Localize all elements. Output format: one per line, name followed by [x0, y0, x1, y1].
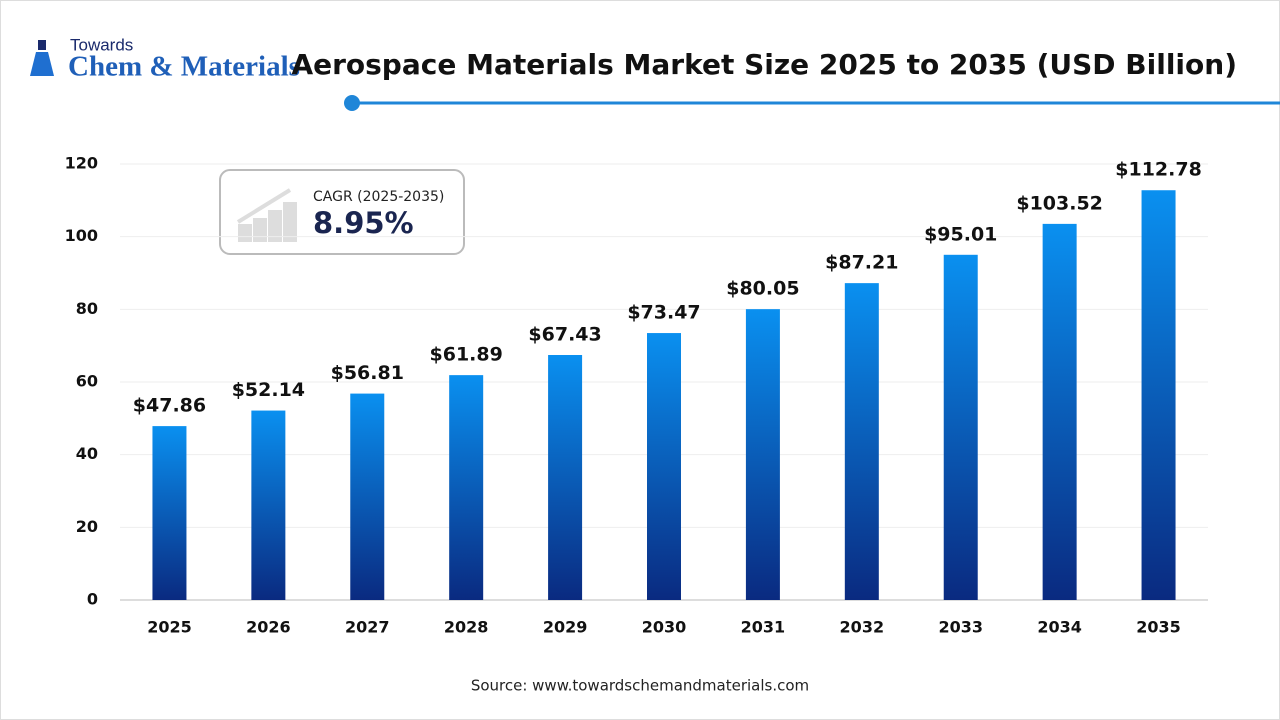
bar	[647, 333, 681, 600]
value-label: $61.89	[430, 344, 503, 366]
y-tick-label: 40	[76, 444, 98, 463]
bar	[844, 283, 879, 600]
value-label: $87.21	[825, 252, 898, 274]
x-tick-label: 2027	[345, 618, 390, 637]
title-dot	[344, 95, 360, 111]
logo-icon	[30, 52, 54, 76]
x-tick-label: 2032	[840, 618, 885, 637]
y-tick-label: 60	[76, 372, 98, 391]
value-label: $67.43	[528, 324, 601, 346]
x-tick-label: 2030	[642, 618, 687, 637]
value-label: $56.81	[331, 362, 404, 384]
cagr-value: 8.95%	[313, 206, 414, 240]
value-label: $112.78	[1115, 159, 1202, 181]
y-tick-label: 100	[65, 226, 98, 245]
logo-name: Chem & Materials	[68, 51, 300, 83]
cagr-icon	[236, 188, 297, 242]
y-tick-label: 120	[65, 154, 98, 173]
cagr-box: CAGR (2025-2035) 8.95%	[219, 169, 465, 255]
value-label: $103.52	[1016, 192, 1103, 214]
value-label: $47.86	[133, 395, 206, 417]
logo: Towards Chem & Materials	[30, 35, 300, 83]
bar	[350, 393, 385, 600]
logo-top: Towards	[70, 35, 133, 54]
bar	[152, 426, 187, 600]
bar	[548, 355, 583, 600]
bar	[1141, 190, 1176, 600]
x-tick-label: 2026	[246, 618, 291, 637]
bar	[251, 410, 286, 600]
chart-title: Aerospace Materials Market Size 2025 to …	[291, 48, 1237, 81]
value-label: $80.05	[726, 278, 799, 300]
bar	[1042, 223, 1077, 601]
cagr-label: CAGR (2025-2035)	[313, 189, 444, 205]
x-tick-label: 2028	[444, 618, 489, 637]
x-tick-label: 2031	[741, 618, 786, 637]
value-label: $73.47	[627, 302, 700, 324]
x-tick-label: 2035	[1136, 618, 1181, 637]
y-tick-label: 20	[76, 517, 98, 536]
value-label: $52.14	[232, 379, 305, 401]
bar	[745, 309, 780, 600]
value-label: $95.01	[924, 223, 997, 245]
logo-icon	[38, 40, 46, 50]
y-tick-label: 80	[76, 299, 98, 318]
x-tick-label: 2029	[543, 618, 588, 637]
x-tick-label: 2034	[1037, 618, 1082, 637]
x-tick-label: 2033	[938, 618, 983, 637]
bar	[943, 254, 978, 600]
x-tick-label: 2025	[147, 618, 192, 637]
bar	[449, 375, 484, 600]
source: Source: www.towardschemandmaterials.com	[471, 677, 809, 695]
y-tick-label: 0	[87, 590, 98, 609]
